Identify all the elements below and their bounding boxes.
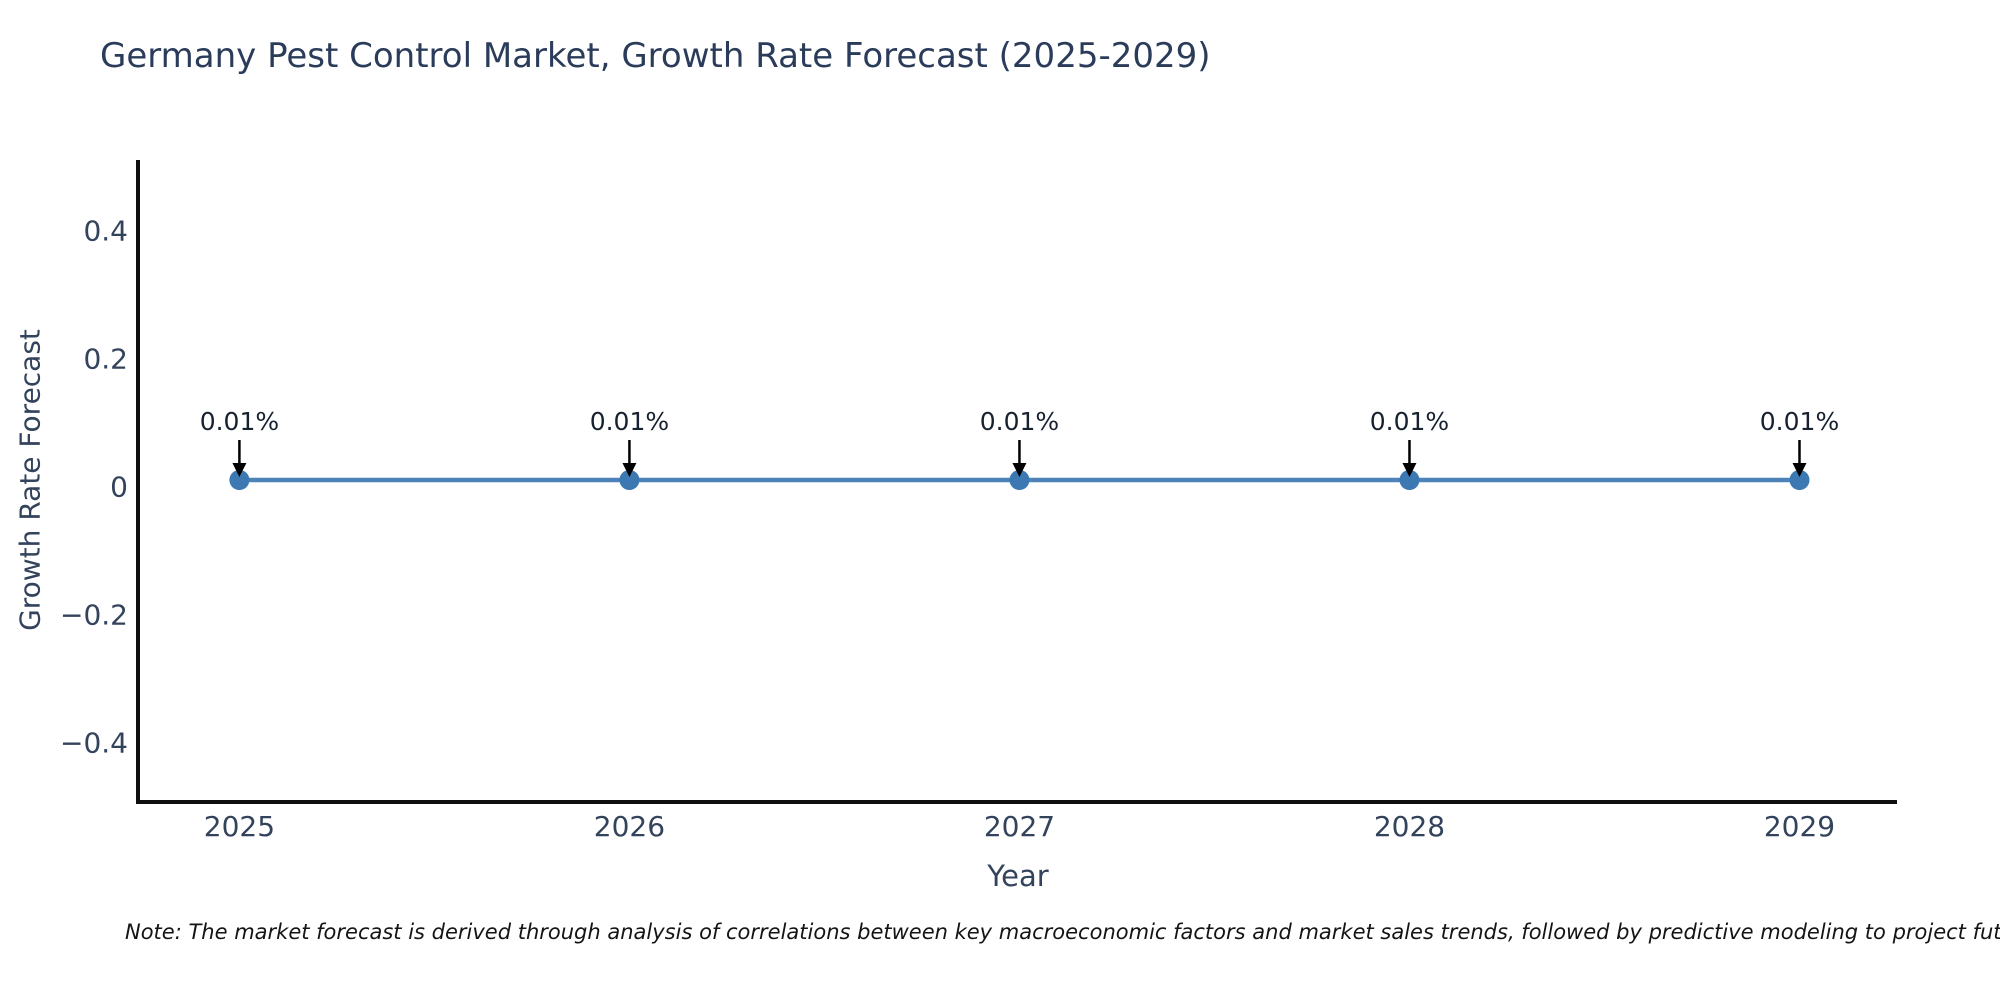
data-point-label: 0.01% [980,407,1059,436]
y-tick-label: −0.2 [60,598,128,631]
y-tick-label: 0.2 [83,342,128,375]
x-tick-label: 2025 [204,810,275,843]
data-point-marker [229,470,250,490]
data-point-marker [1789,470,1810,490]
data-point-marker [1399,470,1420,490]
chart-title: Germany Pest Control Market, Growth Rate… [100,36,1211,76]
x-tick-label: 2029 [1764,810,1835,843]
data-point-label: 0.01% [590,407,669,436]
data-point-label: 0.01% [200,407,279,436]
data-point-label: 0.01% [1370,407,1449,436]
y-tick-label: 0.4 [83,214,128,247]
annotation-arrow-head [1792,463,1807,477]
annotation-arrow-head [1402,463,1417,477]
data-point-label: 0.01% [1760,407,1839,436]
x-tick-label: 2028 [1374,810,1445,843]
x-tick-label: 2027 [984,810,1055,843]
x-tick-label: 2026 [594,810,665,843]
x-axis-title: Year [987,859,1049,893]
y-tick-label: 0 [110,470,128,503]
y-tick-label: −0.4 [60,726,128,759]
data-point-marker [619,470,640,490]
footnote: Note: The market forecast is derived thr… [125,920,2000,944]
annotation-arrow-head [1012,463,1027,477]
annotation-arrow-head [622,463,637,477]
annotation-arrow-head [232,463,247,477]
data-point-marker [1009,470,1030,490]
